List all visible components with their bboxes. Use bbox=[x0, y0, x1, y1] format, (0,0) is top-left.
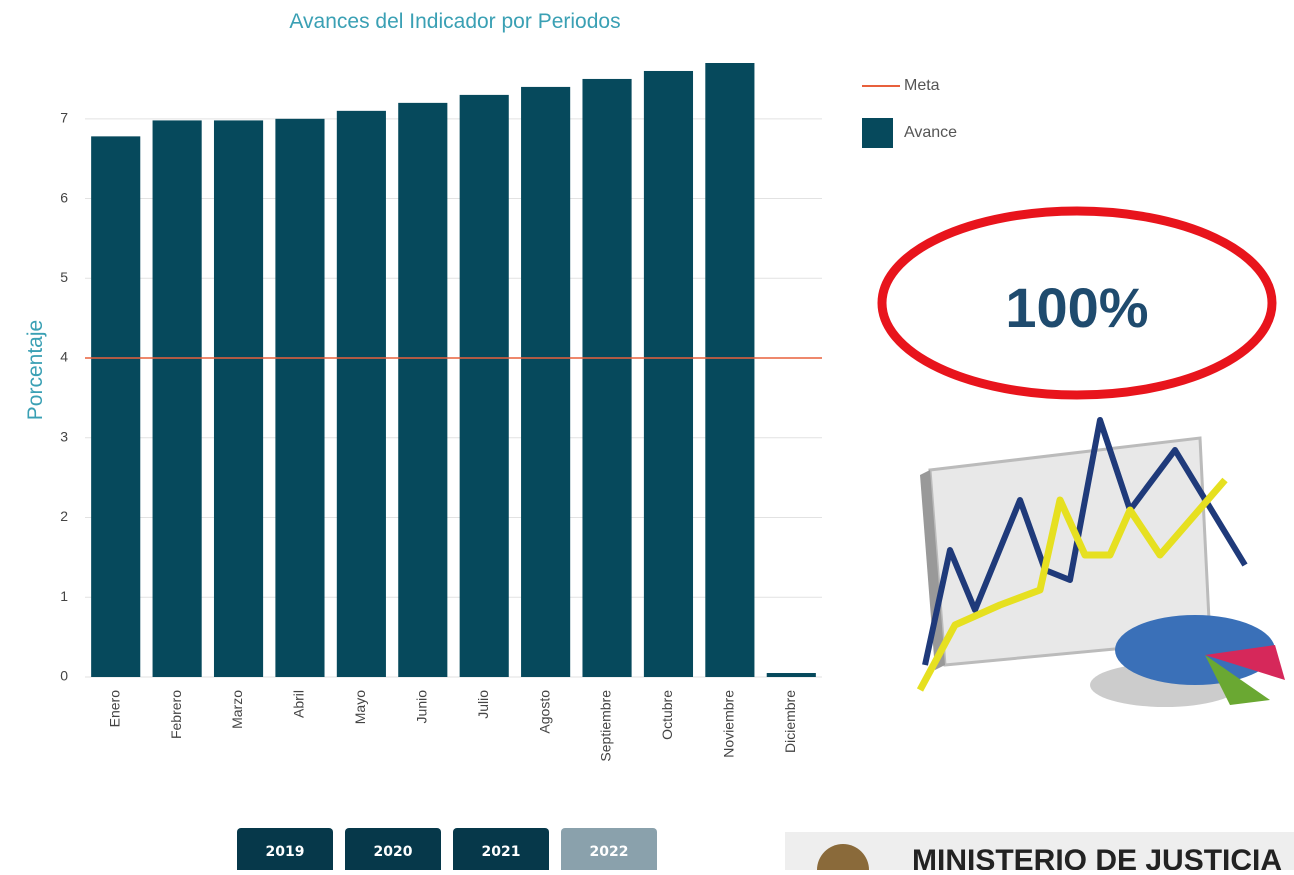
y-tick-label: 6 bbox=[60, 189, 68, 205]
x-tick-label: Octubre bbox=[659, 690, 675, 740]
x-tick-label: Febrero bbox=[168, 690, 184, 739]
year-button-label[interactable]: 2021 bbox=[482, 844, 521, 860]
y-axis-label: Porcentaje bbox=[24, 320, 47, 420]
legend-swatch bbox=[862, 118, 893, 148]
bar bbox=[275, 119, 324, 677]
bar bbox=[705, 63, 754, 677]
bar bbox=[582, 79, 631, 677]
x-tick-label: Mayo bbox=[352, 690, 368, 724]
bar bbox=[644, 71, 693, 677]
bar bbox=[521, 87, 570, 677]
bar bbox=[398, 103, 447, 677]
legend-label: Meta bbox=[904, 77, 940, 94]
x-tick-label: Junio bbox=[413, 690, 429, 724]
y-tick-label: 4 bbox=[60, 349, 68, 365]
y-tick-label: 0 bbox=[60, 668, 68, 684]
x-tick-label: Enero bbox=[106, 690, 122, 728]
x-tick-label: Noviembre bbox=[721, 690, 737, 758]
x-tick-label: Abril bbox=[291, 690, 307, 718]
bar bbox=[460, 95, 509, 677]
bar bbox=[337, 111, 386, 677]
page: Avances del Indicador por Periodos Porce… bbox=[0, 0, 1294, 870]
y-tick-label: 3 bbox=[60, 428, 68, 444]
y-tick-label: 1 bbox=[60, 588, 68, 604]
x-tick-label: Julio bbox=[475, 690, 491, 719]
x-tick-label: Marzo bbox=[229, 690, 245, 729]
chart: Avances del Indicador por Periodos Porce… bbox=[0, 0, 1294, 870]
year-button-label[interactable]: 2019 bbox=[266, 844, 305, 860]
legend-label: Avance bbox=[904, 124, 957, 141]
chart-title: Avances del Indicador por Periodos bbox=[289, 10, 620, 33]
bar bbox=[214, 120, 263, 677]
year-button-label[interactable]: 2020 bbox=[374, 844, 413, 860]
bar bbox=[91, 136, 140, 677]
x-tick-label: Diciembre bbox=[782, 690, 798, 753]
footer-text: MINISTERIO DE JUSTICIA bbox=[912, 844, 1282, 870]
y-tick-label: 5 bbox=[60, 269, 68, 285]
y-tick-label: 2 bbox=[60, 508, 68, 524]
x-tick-label: Agosto bbox=[536, 690, 552, 734]
clipart bbox=[920, 420, 1285, 707]
bar bbox=[153, 120, 202, 677]
bar bbox=[767, 673, 816, 677]
badge-text: 100% bbox=[1005, 276, 1148, 339]
year-button-label[interactable]: 2022 bbox=[590, 844, 629, 860]
x-tick-label: Septiembre bbox=[598, 690, 614, 762]
y-tick-label: 7 bbox=[60, 110, 68, 126]
